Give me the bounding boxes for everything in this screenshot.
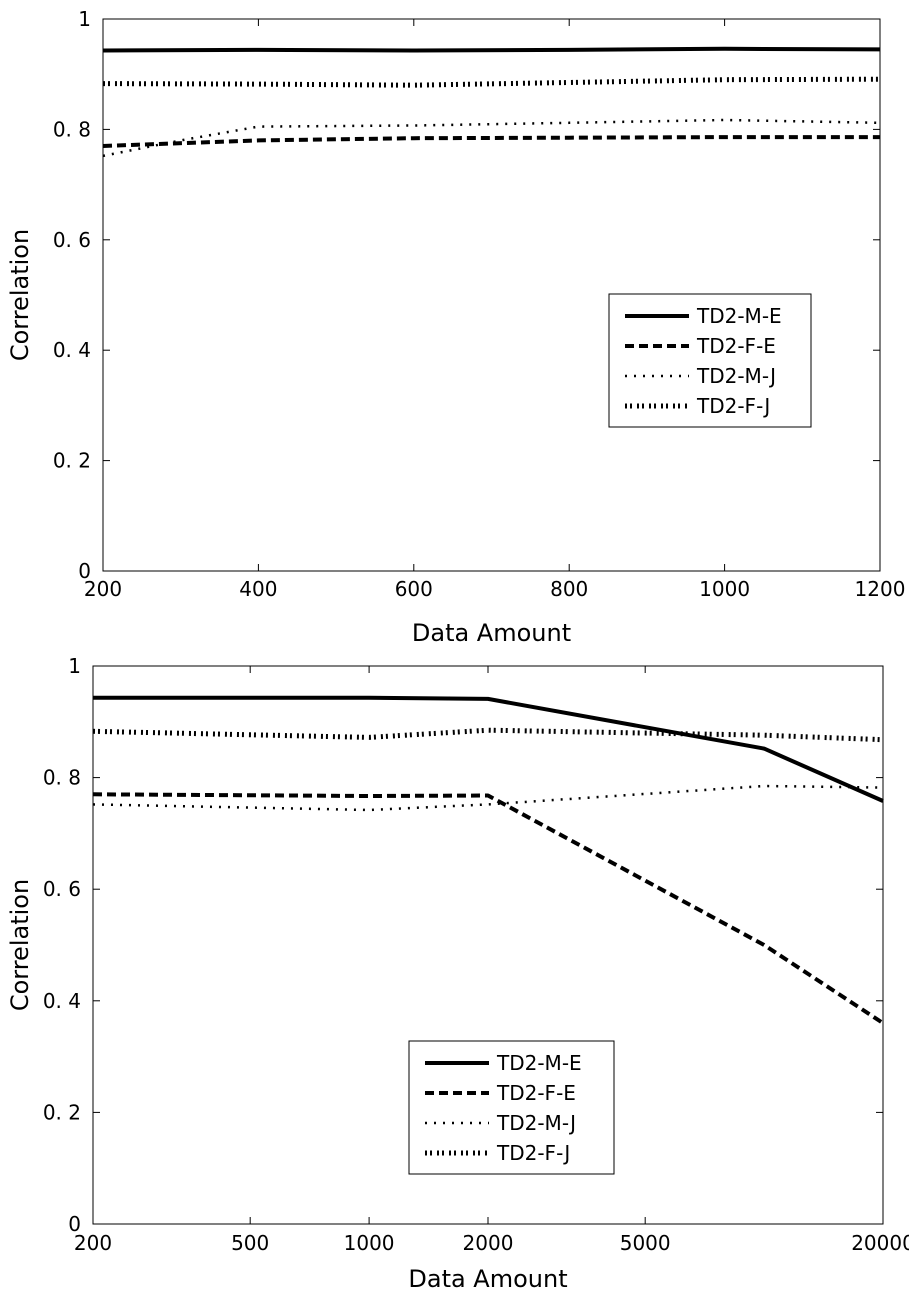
y-tick-label: 0. 4	[53, 338, 91, 362]
y-tick-label: 0. 6	[43, 877, 81, 901]
plot-frame	[102, 18, 881, 572]
y-tick-label: 1	[68, 654, 81, 678]
x-tick-label: 200	[84, 577, 122, 601]
x-tick-label: 5000	[620, 1231, 671, 1255]
x-tick-label: 200	[74, 1231, 112, 1255]
series-line-td2-f-j	[102, 76, 881, 88]
y-tick-label: 1	[78, 7, 91, 31]
legend-label: TD2-M-E	[696, 304, 782, 328]
x-tick-label: 500	[231, 1231, 269, 1255]
x-axis-label: Data Amount	[408, 1265, 567, 1293]
legend-label: TD2-F-E	[496, 1081, 576, 1105]
chart-1: 200 400 600 800 1000 1200 0 0. 2 0. 4 0. 6 0. 8 1 Da…	[6, 7, 905, 647]
series-line-td2-f-e	[92, 792, 885, 1025]
legend-label: TD2-F-J	[496, 1141, 570, 1165]
legend-label: TD2-F-E	[696, 334, 776, 358]
y-tick-label: 0	[78, 559, 91, 583]
y-tick-label: 0. 6	[53, 228, 91, 252]
x-tick-label: 20000	[851, 1231, 909, 1255]
legend-label: TD2-M-J	[496, 1111, 576, 1135]
y-tick-label: 0. 8	[43, 766, 81, 790]
x-tick-label: 1200	[855, 577, 906, 601]
y-axis-label: Correlation	[6, 229, 34, 361]
x-axis-label: Data Amount	[412, 619, 571, 647]
series-line-td2-m-e	[93, 695, 884, 803]
x-tick-label: 600	[395, 577, 433, 601]
legend-label: TD2-M-E	[496, 1051, 582, 1075]
legend-label: TD2-F-J	[696, 394, 770, 418]
chart-2: 200 500 1000 2000 5000 20000 0 0. 2 0. 4 0. 6 0. 8…	[6, 654, 909, 1293]
y-tick-label: 0. 8	[53, 117, 91, 141]
x-tick-label: 1000	[344, 1231, 395, 1255]
y-tick-label: 0. 4	[43, 989, 81, 1013]
legend: TD2-M-E TD2-F-E TD2-M-J TD2-F-J	[608, 293, 812, 428]
x-tick-label: 400	[239, 577, 277, 601]
legend-label: TD2-M-J	[696, 364, 776, 388]
y-tick-label: 0. 2	[53, 449, 91, 473]
x-tick-label: 2000	[463, 1231, 514, 1255]
x-tick-label: 800	[550, 577, 588, 601]
x-tick-label: 1000	[699, 577, 750, 601]
series-line-td2-m-e	[102, 46, 881, 53]
y-axis-label: Correlation	[6, 879, 34, 1011]
legend: TD2-M-E TD2-F-E TD2-M-J TD2-F-J	[408, 1040, 615, 1175]
y-tick-label: 0	[68, 1212, 81, 1236]
y-tick-label: 0. 2	[43, 1100, 81, 1124]
series-line-td2-f-j	[92, 727, 884, 743]
series-line-td2-f-e	[102, 135, 880, 148]
series-line-td2-m-j	[92, 784, 884, 812]
